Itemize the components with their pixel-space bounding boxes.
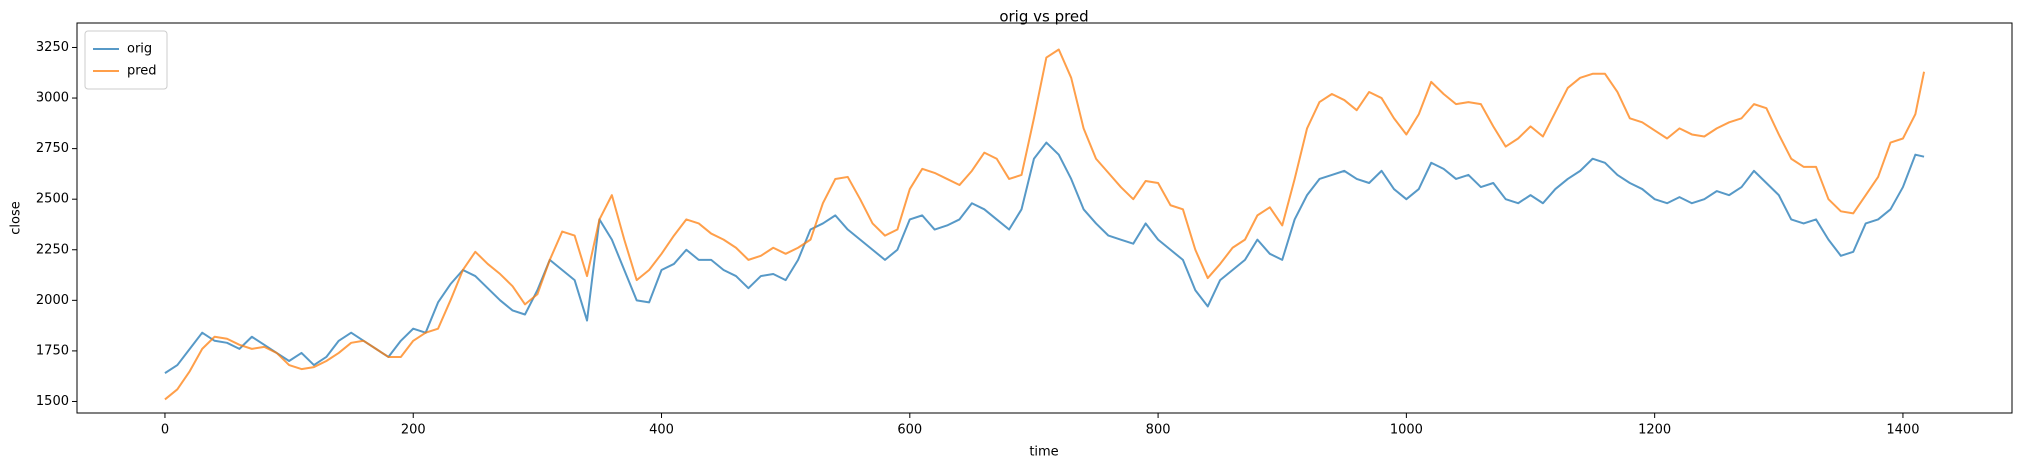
legend-label: pred (127, 64, 157, 79)
x-tick-label: 1200 (1638, 423, 1671, 438)
x-tick-label: 400 (649, 423, 674, 438)
data-line (164, 141, 1925, 374)
x-tick-label: 0 (161, 423, 169, 438)
y-tick-label: 3000 (36, 91, 69, 106)
legend-label: orig (127, 42, 152, 57)
data-line (164, 48, 1926, 401)
x-tick-label: 600 (897, 423, 922, 438)
y-tick-label: 2750 (36, 141, 69, 156)
x-tick-label: 200 (401, 423, 426, 438)
y-tick-label: 1750 (36, 343, 69, 358)
legend-box (84, 30, 168, 90)
legend: orig pred (84, 30, 168, 90)
y-tick-label: 2250 (36, 242, 69, 257)
y-axis-label: close (9, 201, 24, 234)
y-tick-label: 2500 (36, 192, 69, 207)
y-tick-label: 3250 (36, 40, 69, 55)
x-tick-label: 1000 (1390, 423, 1423, 438)
y-tick-label: 1500 (36, 394, 69, 409)
chart-title: orig vs pred (999, 8, 1088, 26)
x-tick-label: 800 (1146, 423, 1171, 438)
plot-frame (76, 22, 2013, 414)
x-tick-label: 1400 (1886, 423, 1919, 438)
x-axis-label: time (1029, 445, 1058, 460)
y-tick-label: 2000 (36, 293, 69, 308)
